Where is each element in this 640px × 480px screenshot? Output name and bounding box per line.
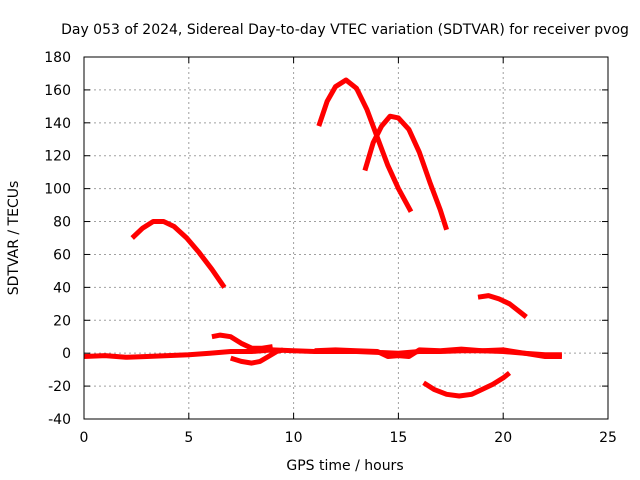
y-tick-label: 120	[44, 149, 71, 165]
series-arc-2	[316, 77, 414, 213]
x-tick-label: 15	[389, 430, 407, 446]
x-tick-label: 5	[184, 430, 193, 446]
x-tick-label: 20	[494, 430, 512, 446]
series-arc-3	[362, 113, 449, 231]
series-layer	[83, 77, 562, 399]
y-axis-label: SDTVAR / TECUs	[6, 181, 22, 296]
axis-ticks: 0 5 10 15 20 25 -40 -20 0 20 40 60 80 100 120 140 160 180	[44, 50, 617, 446]
x-tick-label: 25	[599, 430, 617, 446]
x-axis-label: GPS time / hours	[286, 458, 403, 474]
y-tick-label: -20	[48, 379, 71, 395]
chart-title: Day 053 of 2024, Sidereal Day-to-day VTE…	[61, 22, 629, 38]
x-tick-label: 0	[80, 430, 89, 446]
y-tick-label: 20	[53, 313, 71, 329]
y-tick-label: 40	[53, 280, 71, 296]
y-tick-label: 80	[53, 215, 71, 231]
y-tick-label: -40	[48, 412, 71, 428]
x-tick-label: 10	[285, 430, 303, 446]
y-tick-label: 0	[62, 346, 71, 362]
y-tick-label: 60	[53, 247, 71, 263]
series-baseline-2	[314, 346, 562, 359]
y-tick-label: 160	[44, 83, 71, 99]
series-arc-5	[422, 370, 512, 399]
y-tick-label: 100	[44, 182, 71, 198]
plot-frame	[83, 56, 609, 420]
series-arc-4	[477, 293, 528, 319]
y-tick-label: 140	[44, 116, 71, 132]
series-arc-1	[130, 219, 227, 289]
y-tick-label: 180	[44, 50, 71, 66]
